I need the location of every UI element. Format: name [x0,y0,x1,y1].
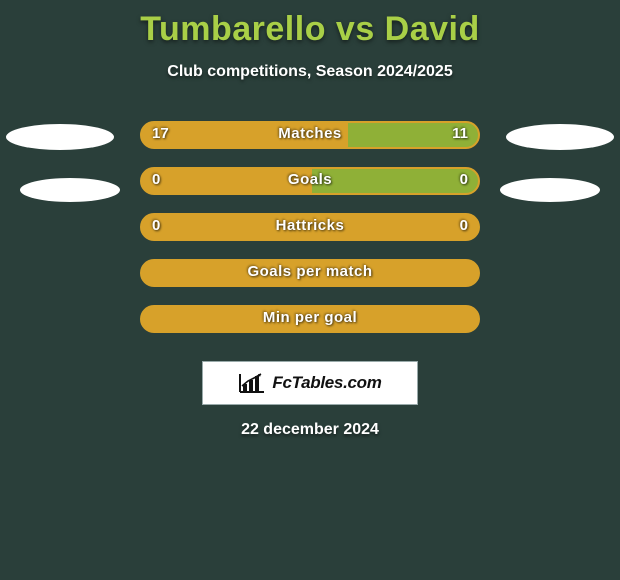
stat-row: Min per goal [0,305,620,351]
stat-value-right: 0 [460,167,468,195]
stat-row: Goals per match [0,259,620,305]
stat-value-right: 0 [460,213,468,241]
chart-icon [238,372,266,394]
brand-text: FcTables.com [272,373,381,393]
stat-value-left: 17 [152,121,169,149]
stat-row: Goals0 0 [0,167,620,213]
stat-label: Hattricks [140,213,480,241]
stat-row: Hattricks0 0 [0,213,620,259]
stat-value-left: 0 [152,213,160,241]
subtitle: Club competitions, Season 2024/2025 [0,63,620,81]
stat-label: Min per goal [140,305,480,333]
page-title: Tumbarello vs David [0,0,620,49]
stat-value-left: 0 [152,167,160,195]
stat-label: Goals per match [140,259,480,287]
stat-label: Goals [140,167,480,195]
brand-badge: FcTables.com [202,361,418,405]
stat-row: Matches17 11 [0,121,620,167]
date-text: 22 december 2024 [0,421,620,439]
stats-container: Matches1711Goals00Hattricks00Goals per m… [0,121,620,351]
stat-value-right: 11 [452,121,468,149]
stat-label: Matches [140,121,480,149]
